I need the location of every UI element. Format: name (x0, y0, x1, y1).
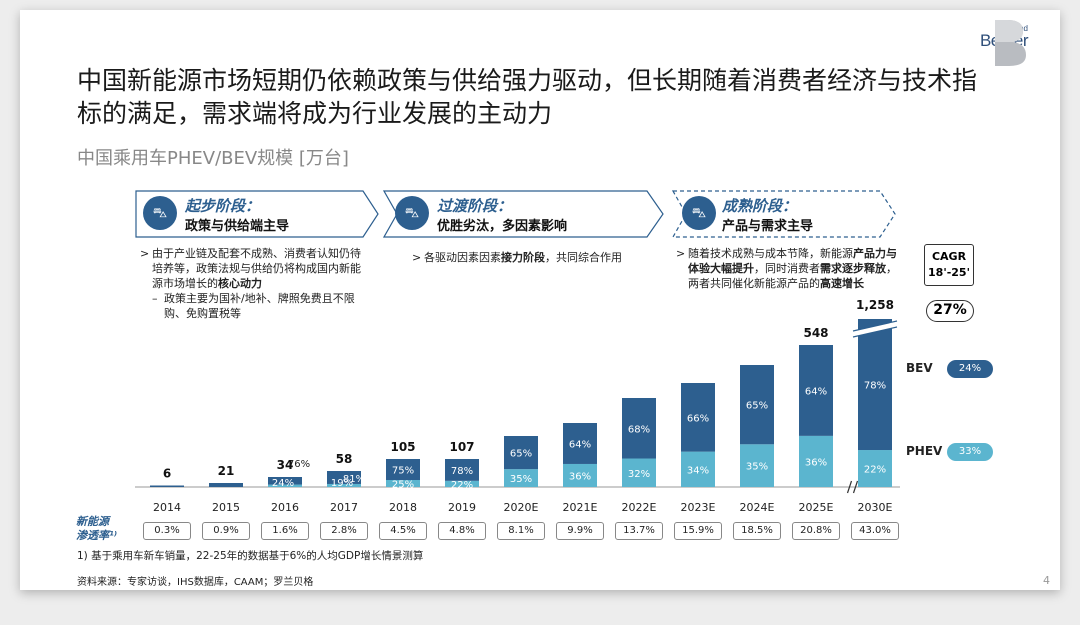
source-note: 资料来源：专家访谈，IHS数据库，CAAM；罗兰贝格 (77, 577, 314, 588)
penetration-cell-2025E: 20.8% (792, 522, 840, 540)
car-icon: ⛍ (143, 196, 177, 230)
chart-subtitle: 中国乘用车PHEV/BEV规模 [万台] (77, 148, 349, 169)
bev-cagr-pill: 24% (947, 360, 993, 378)
penetration-cell-2021E: 9.9% (556, 522, 604, 540)
cagr-label: CAGR (931, 250, 967, 263)
phase-mature-notes: 随着技术成熟与成本节降，新能源产品力与体验大幅提升，同时消费者需求逐步释放，两者… (676, 246, 898, 291)
phase-start-arrow (135, 190, 379, 238)
phase-transition-desc: 优胜劣汰，多因素影响 (437, 219, 568, 234)
phase-start-desc: 政策与供给端主导 (185, 219, 290, 234)
penetration-cell-2022E: 13.7% (615, 522, 663, 540)
penetration-cell-2017: 2.8% (320, 522, 368, 540)
phase-transition-name: 过渡阶段： (437, 197, 513, 215)
cagr-box: CAGR 18'-25' (924, 244, 974, 286)
logo-b-mark (995, 20, 1026, 66)
footnote: 1) 基于乘用车新车销量，22-25年的数据基于6%的人均GDP增长情景测算 (77, 550, 424, 562)
phev-series-label: PHEV (906, 444, 943, 458)
bev-series-label: BEV (906, 361, 933, 375)
phase-start: ⛍ 起步阶段： 政策与供给端主导 (135, 190, 380, 238)
penetration-cell-2023E: 15.9% (674, 522, 722, 540)
phase-mature-arrow (672, 190, 896, 238)
penetration-cell-2024E: 18.5% (733, 522, 781, 540)
phase-start-notes: 由于产业链及配套不成熟、消费者认知仍待培养等，政策法规与供给仍将构成国内新能源市… (140, 246, 368, 321)
phase-mature: ⛍ 成熟阶段： 产品与需求主导 (672, 190, 897, 238)
penetration-cell-2014: 0.3% (143, 522, 191, 540)
phase-mature-bullet: 随着技术成熟与成本节降，新能源产品力与体验大幅提升，同时消费者需求逐步释放，两者… (676, 246, 898, 291)
page-number: 4 (1043, 574, 1050, 587)
penetration-cell-2030E: 43.0% (851, 522, 899, 540)
scooter-icon: ⛍ (395, 196, 429, 230)
penetration-cell-2020E: 8.1% (497, 522, 545, 540)
phase-mature-name: 成熟阶段： (722, 197, 798, 215)
cagr-period: 18'-25' (928, 266, 970, 279)
phase-start-bullet: 由于产业链及配套不成熟、消费者认知仍待培养等，政策法规与供给仍将构成国内新能源市… (140, 246, 368, 291)
phase-transition: ⛍ 过渡阶段： 优胜劣汰，多因素影响 (383, 190, 665, 238)
penetration-label: 新能源 渗透率¹⁾ (76, 515, 117, 542)
phase-transition-notes: 各驱动因素因素接力阶段，共同综合作用 (412, 250, 642, 265)
phase-mature-desc: 产品与需求主导 (722, 219, 814, 234)
phev-cagr-pill: 33% (947, 443, 993, 461)
cagr-total: 27% (926, 300, 974, 322)
penetration-cell-2016: 1.6% (261, 522, 309, 540)
ev-car-icon: ⛍ (682, 196, 716, 230)
penetration-cell-2018: 4.5% (379, 522, 427, 540)
phase-transition-bullet: 各驱动因素因素接力阶段，共同综合作用 (412, 250, 642, 265)
penetration-cell-2015: 0.9% (202, 522, 250, 540)
phase-start-subbullet: 政策主要为国补/地补、牌照免费且不限购、免购置税等 (140, 291, 368, 321)
page-title: 中国新能源市场短期仍依赖政策与供给强力驱动，但长期随着消费者经济与技术指标的满足… (77, 66, 978, 128)
penetration-cell-2019: 4.8% (438, 522, 486, 540)
phase-start-name: 起步阶段： (185, 197, 261, 215)
